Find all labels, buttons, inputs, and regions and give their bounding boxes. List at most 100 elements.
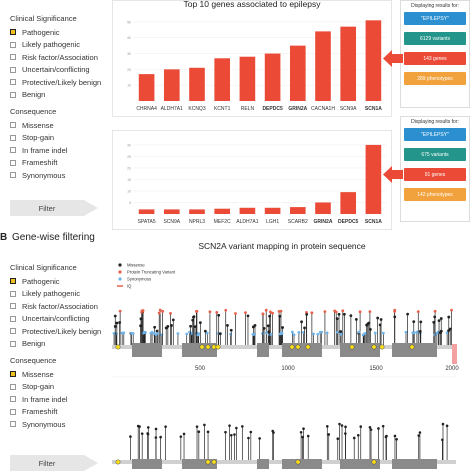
query-badge[interactable]: "EPILEPSY" bbox=[404, 128, 466, 141]
variant-marker[interactable] bbox=[195, 425, 199, 428]
variant-marker[interactable] bbox=[182, 432, 186, 436]
variant-marker[interactable] bbox=[233, 433, 236, 436]
clinical-option[interactable]: Likely pathogenic bbox=[10, 288, 110, 301]
motif-marker[interactable] bbox=[349, 344, 355, 350]
variant-marker[interactable] bbox=[118, 309, 122, 313]
variant-marker[interactable] bbox=[218, 332, 222, 336]
motif-marker[interactable] bbox=[211, 344, 217, 350]
variant-marker[interactable] bbox=[179, 435, 183, 438]
consequence-option[interactable]: Synonymous bbox=[10, 418, 110, 431]
clinical-option[interactable]: Pathogenic bbox=[10, 275, 110, 288]
variant-marker[interactable] bbox=[193, 325, 197, 329]
variant-marker[interactable] bbox=[325, 331, 329, 335]
variant-marker[interactable] bbox=[258, 437, 261, 440]
variant-marker[interactable] bbox=[161, 309, 165, 313]
variant-marker[interactable] bbox=[445, 331, 449, 335]
variant-marker[interactable] bbox=[349, 314, 353, 318]
variant-marker[interactable] bbox=[437, 319, 441, 323]
clinical-option[interactable]: Uncertain/conflicting bbox=[10, 64, 110, 77]
consequence-option[interactable]: Missense bbox=[10, 368, 110, 381]
variant-marker[interactable] bbox=[305, 310, 308, 314]
variant-marker[interactable] bbox=[373, 331, 377, 335]
variant-marker[interactable] bbox=[203, 423, 206, 427]
variant-marker[interactable] bbox=[252, 332, 256, 336]
phenotypes-badge[interactable]: 142 phenotypes bbox=[404, 188, 466, 201]
checkbox[interactable] bbox=[10, 315, 16, 322]
variant-marker[interactable] bbox=[166, 324, 170, 328]
bar[interactable] bbox=[264, 53, 281, 101]
variant-marker[interactable] bbox=[417, 434, 421, 437]
variant-marker[interactable] bbox=[112, 331, 116, 335]
bar[interactable] bbox=[189, 209, 205, 214]
variant-marker[interactable] bbox=[129, 435, 132, 438]
motif-marker[interactable] bbox=[115, 344, 121, 350]
bar[interactable] bbox=[365, 144, 382, 214]
checkbox[interactable] bbox=[10, 54, 16, 61]
variant-marker[interactable] bbox=[228, 424, 231, 427]
motif-marker[interactable] bbox=[215, 344, 221, 350]
variant-marker[interactable] bbox=[356, 433, 360, 437]
variant-marker[interactable] bbox=[439, 317, 443, 320]
consequence-option[interactable]: Stop-gain bbox=[10, 132, 110, 145]
checkbox[interactable] bbox=[10, 122, 16, 129]
variant-marker[interactable] bbox=[302, 331, 305, 334]
variant-marker[interactable] bbox=[158, 308, 162, 312]
variant-marker[interactable] bbox=[418, 329, 422, 333]
variant-marker[interactable] bbox=[335, 317, 339, 320]
consequence-option[interactable]: Frameshift bbox=[10, 157, 110, 170]
variant-marker[interactable] bbox=[269, 332, 273, 336]
variant-marker[interactable] bbox=[354, 317, 358, 321]
variant-marker[interactable] bbox=[368, 426, 372, 429]
variant-marker[interactable] bbox=[226, 323, 229, 327]
variant-marker[interactable] bbox=[249, 430, 253, 434]
bar[interactable] bbox=[138, 209, 155, 214]
variant-marker[interactable] bbox=[156, 332, 160, 335]
variant-marker[interactable] bbox=[140, 432, 144, 435]
variant-marker[interactable] bbox=[327, 433, 331, 436]
bar[interactable] bbox=[340, 26, 357, 102]
motif-marker[interactable] bbox=[205, 344, 211, 350]
variant-marker[interactable] bbox=[198, 321, 202, 325]
variant-marker[interactable] bbox=[412, 320, 416, 324]
variant-marker[interactable] bbox=[384, 435, 388, 439]
bar[interactable] bbox=[214, 208, 231, 214]
clinical-option[interactable]: Protective/Likely benign bbox=[10, 76, 110, 89]
variant-marker[interactable] bbox=[143, 330, 147, 334]
variant-marker[interactable] bbox=[152, 332, 156, 335]
motif-marker[interactable] bbox=[115, 459, 121, 465]
variant-marker[interactable] bbox=[224, 430, 227, 434]
checkbox[interactable] bbox=[10, 290, 16, 297]
bar[interactable] bbox=[264, 207, 281, 214]
variant-marker[interactable] bbox=[229, 332, 233, 336]
variant-marker[interactable] bbox=[153, 325, 157, 329]
checkbox[interactable] bbox=[10, 371, 16, 378]
variant-marker[interactable] bbox=[269, 310, 272, 314]
checkbox[interactable] bbox=[10, 408, 16, 415]
variant-marker[interactable] bbox=[155, 329, 159, 333]
clinical-option[interactable]: Risk factor/Association bbox=[10, 51, 110, 64]
variant-marker[interactable] bbox=[320, 330, 324, 334]
bar[interactable] bbox=[189, 67, 205, 101]
variant-marker[interactable] bbox=[115, 321, 119, 325]
bar[interactable] bbox=[138, 74, 155, 101]
variant-marker[interactable] bbox=[335, 330, 339, 334]
variant-marker[interactable] bbox=[136, 424, 140, 428]
variant-marker[interactable] bbox=[306, 434, 310, 438]
variant-marker[interactable] bbox=[272, 431, 275, 434]
filter-button-top[interactable]: Filter bbox=[10, 200, 98, 216]
variant-marker[interactable] bbox=[264, 331, 268, 335]
variant-marker[interactable] bbox=[122, 331, 126, 335]
variant-marker[interactable] bbox=[261, 312, 265, 316]
motif-marker[interactable] bbox=[289, 344, 295, 350]
variant-marker[interactable] bbox=[157, 311, 161, 315]
variant-marker[interactable] bbox=[415, 330, 419, 334]
variant-marker[interactable] bbox=[393, 309, 397, 313]
variant-marker[interactable] bbox=[323, 310, 327, 314]
clinical-option[interactable]: Risk factor/Association bbox=[10, 300, 110, 313]
variant-marker[interactable] bbox=[224, 308, 228, 312]
clinical-option[interactable]: Benign bbox=[10, 89, 110, 102]
variant-marker[interactable] bbox=[368, 328, 372, 331]
variant-marker[interactable] bbox=[339, 332, 343, 336]
variant-marker[interactable] bbox=[339, 330, 343, 333]
checkbox[interactable] bbox=[10, 396, 16, 403]
